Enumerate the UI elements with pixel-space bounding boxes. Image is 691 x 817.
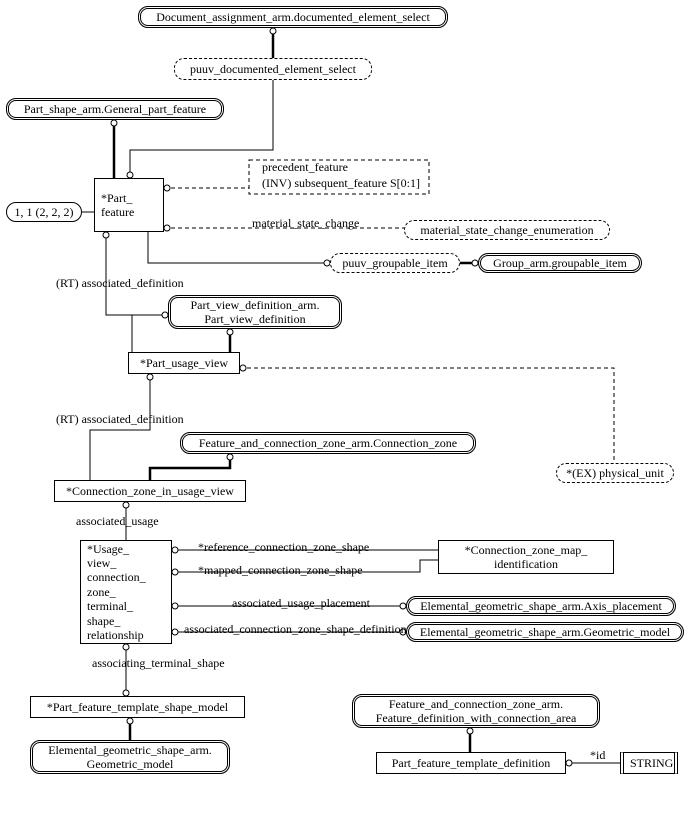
node-part-feature: *Part_ feature xyxy=(94,178,164,232)
node-label: Feature_and_connection_zone_arm. Feature… xyxy=(359,697,593,726)
node-geom-model-r: Elemental_geometric_shape_arm.Geometric_… xyxy=(406,622,684,642)
node-label: *Part_feature_template_shape_model xyxy=(37,700,238,714)
node-label: puuv_groupable_item xyxy=(337,256,453,270)
node-puuv-group: puuv_groupable_item xyxy=(330,253,460,273)
label-ref-cz: *reference_connection_zone_shape xyxy=(198,540,369,555)
node-conn-zone-map: *Connection_zone_map_ identification xyxy=(438,540,614,574)
label-rt-assoc1: (RT) associated_definition xyxy=(56,276,184,291)
label-assoc-up: associated_usage_placement xyxy=(232,596,370,611)
label-mat-change: material_state_change xyxy=(252,216,359,231)
label-inv-subseq: (INV) subsequent_feature S[0:1] xyxy=(262,176,420,191)
node-string: STRING xyxy=(620,752,678,774)
node-label: Part_feature_template_definition xyxy=(383,756,559,770)
node-fcz-arm: Feature_and_connection_zone_arm.Connecti… xyxy=(180,432,476,454)
node-pft-shape-model: *Part_feature_template_shape_model xyxy=(30,696,245,718)
node-uvcztsr: *Usage_ view_ connection_ zone_ terminal… xyxy=(80,540,172,644)
node-label: *Part_usage_view xyxy=(135,356,233,370)
node-pft-def: Part_feature_template_definition xyxy=(376,752,566,774)
node-ex-phys: *(EX) physical_unit xyxy=(556,463,674,483)
node-label: puuv_documented_element_select xyxy=(181,62,365,76)
node-label: Group_arm.groupable_item xyxy=(485,256,635,270)
node-label: Elemental_geometric_shape_arm.Geometric_… xyxy=(413,625,677,639)
node-label: *Connection_zone_map_ identification xyxy=(445,543,607,572)
node-label: Elemental_geometric_shape_arm. Geometric… xyxy=(37,743,223,772)
label-map-cz: *mapped_connection_zone_shape xyxy=(198,563,363,578)
node-label: *Usage_ view_ connection_ zone_ terminal… xyxy=(87,542,165,643)
node-label: Part_view_definition_arm. Part_view_defi… xyxy=(175,298,335,327)
node-doc-assign: Document_assignment_arm.documented_eleme… xyxy=(138,6,448,28)
node-label: *(EX) physical_unit xyxy=(563,466,667,480)
node-label: *Connection_zone_in_usage_view xyxy=(61,484,239,498)
node-label: Feature_and_connection_zone_arm.Connecti… xyxy=(187,436,469,450)
node-index-tuple: 1, 1 (2, 2, 2) xyxy=(6,202,82,222)
label-assoc-usage: associated_usage xyxy=(76,514,159,529)
node-pvd-arm: Part_view_definition_arm. Part_view_defi… xyxy=(168,295,342,329)
node-label: *Part_ feature xyxy=(101,191,157,220)
node-label: Elemental_geometric_shape_arm.Axis_place… xyxy=(413,599,669,613)
node-fcz-def-area: Feature_and_connection_zone_arm. Feature… xyxy=(352,694,600,728)
label-assoc-czsd: associated_connection_zone_shape_definit… xyxy=(184,622,407,637)
node-conn-zone-uv: *Connection_zone_in_usage_view xyxy=(54,480,246,502)
label-precedent: precedent_feature xyxy=(262,160,348,175)
node-label: Document_assignment_arm.documented_eleme… xyxy=(145,10,441,24)
node-label: STRING xyxy=(630,756,668,770)
node-label: material_state_change_enumeration xyxy=(411,223,603,237)
node-part-shape: Part_shape_arm.General_part_feature xyxy=(6,98,224,120)
node-puuv-doc: puuv_documented_element_select xyxy=(174,58,372,80)
node-group-arm: Group_arm.groupable_item xyxy=(478,253,642,273)
node-label: 1, 1 (2, 2, 2) xyxy=(13,205,75,219)
node-part-usage-view: *Part_usage_view xyxy=(128,352,240,374)
label-id: *id xyxy=(590,748,605,763)
node-label: Part_shape_arm.General_part_feature xyxy=(13,102,217,116)
node-geom-model-l: Elemental_geometric_shape_arm. Geometric… xyxy=(30,740,230,774)
node-mat-state-enum: material_state_change_enumeration xyxy=(404,220,610,240)
label-assoc-ts: associating_terminal_shape xyxy=(92,656,225,671)
node-axis-placement: Elemental_geometric_shape_arm.Axis_place… xyxy=(406,596,676,616)
label-rt-assoc2: (RT) associated_definition xyxy=(56,412,184,427)
